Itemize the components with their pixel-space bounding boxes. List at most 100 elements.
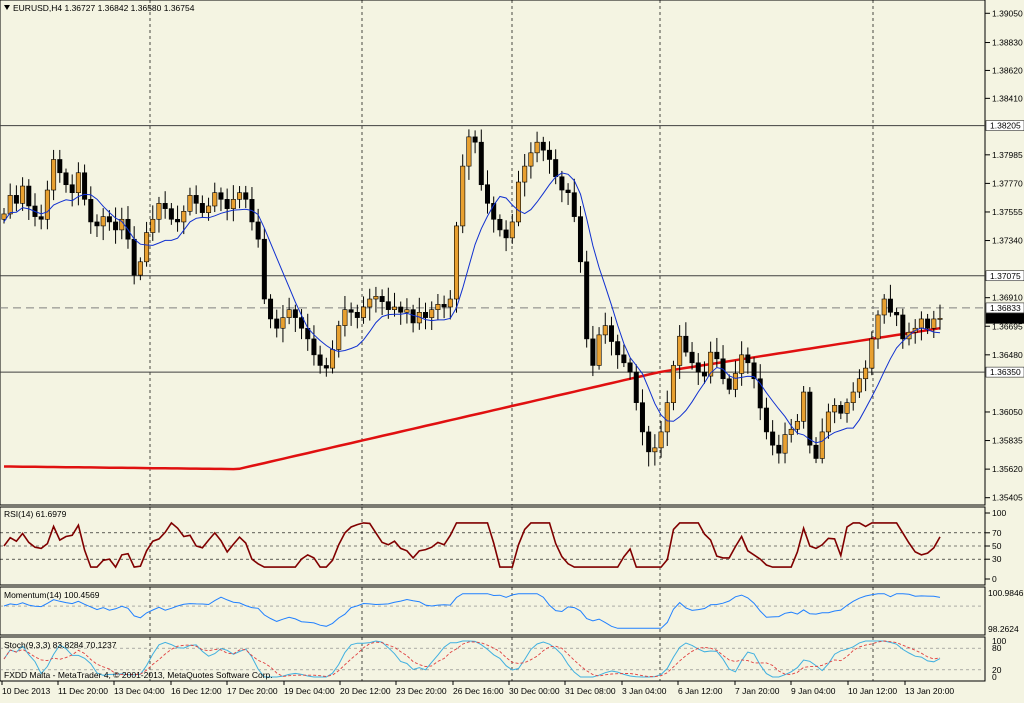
candle-bear [714,351,720,360]
candle-bull [819,431,825,459]
candle-bear [224,199,230,209]
candle-bull [739,354,745,374]
candle-bear [218,192,224,200]
momentum-label: 98.2624 [988,624,1019,634]
time-label: 10 Jan 12:00 [848,686,897,696]
level-label: 1.38205 [990,121,1021,131]
candle-bull [602,325,608,336]
candle-bull [392,306,398,310]
candle-bull [869,338,875,369]
candle-bear [577,216,583,263]
candle-bear [175,218,181,223]
price-label: 1.37985 [992,150,1023,160]
candle-bull [466,136,472,167]
candle-bull [100,216,106,227]
candle-bull [652,447,658,453]
time-label: 11 Dec 20:00 [58,686,108,696]
candle-bull [825,411,831,433]
stoch-label: 0 [992,672,997,682]
candle-bull [137,261,143,276]
stoch-signal-line [3,640,941,678]
time-label: 30 Dec 00:00 [509,686,560,696]
candle-bull [212,192,218,207]
candle-bear [776,444,782,454]
candle-bull [708,351,714,377]
main-header: EURUSD,H4 1.36727 1.36842 1.36580 1.3675… [13,3,195,13]
stoch-label: 80 [992,643,1002,653]
candle-bull [677,335,683,366]
rsi-label: 50 [992,541,1002,551]
candle-bull [44,189,50,220]
candle-bull [156,203,162,220]
time-label: 17 Dec 20:00 [227,686,278,696]
candle-bull [367,298,373,308]
candle-bear [590,338,596,366]
candle-bear [199,203,205,213]
level-label-box [985,120,1024,131]
time-label: 6 Jan 12:00 [678,686,723,696]
slow-ma-line [4,326,941,471]
candle-bull [875,314,881,340]
time-label: 20 Dec 12:00 [340,686,391,696]
rsi-label: 30 [992,554,1002,564]
candle-bear [106,216,112,223]
price-label: 1.37770 [992,178,1023,188]
candle-bear [423,312,429,318]
candle-bear [441,304,447,308]
candle-bear [745,354,751,364]
candle-bear [608,325,614,342]
price-label: 1.37340 [992,236,1023,246]
candle-bear [503,229,509,239]
candles [1,129,943,467]
stoch-header: Stoch(9,3,3) 83.8284 70.1237 [4,640,117,650]
rsi-label: 70 [992,528,1002,538]
candle-bear [57,159,63,174]
level-label: 1.36350 [990,367,1021,377]
level-label: 1.37075 [990,271,1021,281]
candle-bear [633,371,639,403]
dropdown-triangle-icon[interactable] [4,5,10,10]
main-pane[interactable] [0,0,986,506]
candle-bear [311,338,317,356]
candle-bull [280,317,286,329]
candle-bear [348,309,354,313]
candle-bear [887,298,893,313]
price-label: 1.38620 [992,65,1023,75]
candle-bear [13,195,19,204]
candle-bull [534,141,540,154]
candle-bull [435,304,441,310]
candle-bear [571,192,577,217]
price-label: 1.37555 [992,207,1023,217]
candle-bull [515,181,521,223]
candle-bear [726,378,732,390]
candle-bull [522,165,528,183]
stoch-main-line [3,640,941,678]
candle-bull [75,172,81,193]
candle-bear [584,261,590,340]
candle-bear [410,309,416,324]
candle-bear [621,354,627,364]
candle-bear [268,298,274,320]
candle-bull [732,373,738,390]
candle-bull [832,405,838,413]
candle-bull [404,309,410,313]
candle-bull [237,192,243,200]
candle-bear [398,306,404,313]
candle-bull [144,232,150,263]
candle-bear [162,203,168,209]
stoch-pane[interactable] [0,636,986,682]
candle-bull [850,391,856,403]
stoch-label: 20 [992,665,1002,675]
candle-bear [323,365,329,369]
candle-bear [274,318,280,329]
price-label: 1.36050 [992,407,1023,417]
candle-bear [497,218,503,231]
candle-bull [881,298,887,316]
candle-bear [94,221,100,227]
fast-ma-path [3,172,941,444]
candle-bull [361,306,367,318]
candle-bear [683,335,689,353]
candle-bear [627,362,633,373]
